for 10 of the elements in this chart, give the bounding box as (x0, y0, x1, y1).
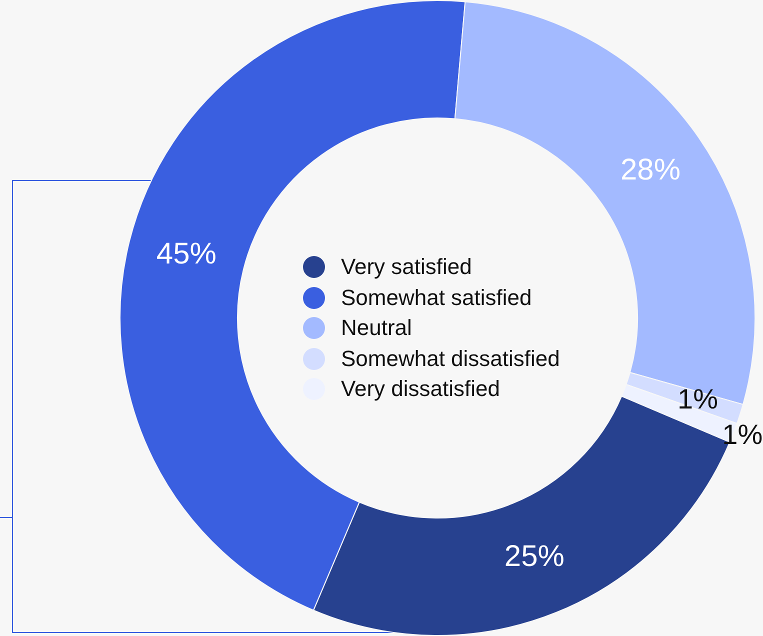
legend-label: Somewhat dissatisfied (341, 344, 560, 372)
data-label: 45% (156, 238, 216, 271)
legend-label: Somewhat satisfied (341, 284, 532, 312)
data-label: 1% (678, 383, 718, 414)
legend-label: Neutral (341, 314, 412, 342)
data-label: 28% (620, 153, 681, 186)
data-label: 25% (504, 540, 564, 574)
data-label: 1% (722, 418, 763, 450)
legend-label: Very satisfied (341, 253, 472, 281)
legend-label: Very dissatisfied (341, 375, 500, 403)
